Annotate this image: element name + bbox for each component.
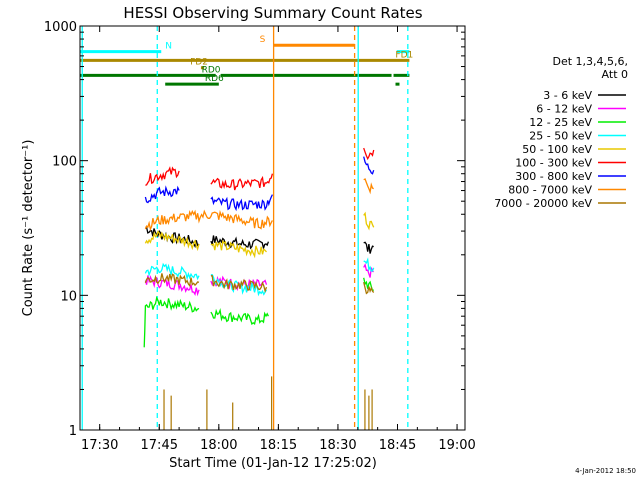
spikes-layer [163,376,373,430]
y-tick-label-2: 100 [52,155,77,170]
flag-label-s: S [260,35,266,45]
legend-header-0: Det 1,3,4,5,6, [552,55,628,68]
x-tick-label-5: 18:45 [379,438,416,453]
series-line-6-0 [144,185,180,204]
series-line-3-0 [144,262,200,281]
x-tick-label-1: 17:45 [141,438,178,453]
series-line-0-1 [210,235,270,251]
x-tick-label-0: 17:30 [81,438,118,453]
x-axis: 17:30 17:45 18:00 18:15 18:30 18:45 19:00 [81,26,476,453]
series-line-7-1 [363,178,374,195]
series-line-8-0 [144,273,200,288]
chart-title: HESSI Observing Summary Count Rates [123,4,422,22]
x-tick-label-3: 18:15 [260,438,297,453]
legend-label-3: 25 - 50 keV [529,130,592,143]
series-line-7-0 [144,209,273,232]
series-line-6-2 [363,156,375,175]
x-tick-label-4: 18:30 [319,438,356,453]
legend-header-1: Att 0 [602,68,628,81]
y-axis-label: Count Rate (s⁻¹ detector⁻¹) [21,140,36,317]
legend-label-6: 300 - 800 keV [515,170,592,183]
legend-label-5: 100 - 300 keV [515,157,592,170]
y-tick-label-0: 1 [69,424,77,439]
series-line-6-1 [210,194,273,212]
flag-label-n: N [165,42,172,52]
vlines-layer [81,26,409,430]
series-line-5-2 [363,147,375,161]
series-line-1-2 [363,262,374,278]
legend-label-0: 3 - 6 keV [543,89,592,102]
y-tick-label-1: 10 [60,289,77,304]
series-line-2-0 [143,295,200,348]
series-line-1-0 [144,275,200,297]
x-tick-label-6: 19:00 [438,438,475,453]
series-line-4-1 [210,239,267,259]
x-tick-label-2: 18:00 [200,438,237,453]
series-layer [143,147,375,348]
flag-label-fd1: FD1 [395,50,413,60]
footer-timestamp: 4-Jan-2012 18:50 [575,467,636,475]
series-line-0-0 [145,226,200,249]
legend-label-4: 50 - 100 keV [522,143,592,156]
legend-label-7: 800 - 7000 keV [508,184,592,197]
series-line-2-1 [210,307,269,326]
flag-label-rd6: RD6 [205,74,224,84]
legend-label-1: 6 - 12 keV [536,103,592,116]
legend-label-2: 12 - 25 keV [529,116,592,129]
series-line-0-2 [363,241,374,254]
series-line-5-1 [210,173,274,191]
x-axis-label: Start Time (01-Jan-12 17:25:02) [169,456,377,471]
series-line-4-0 [144,230,200,252]
flag-label-rd0: RD0 [202,65,221,75]
plot-frame [79,25,466,431]
y-tick-label-3: 1000 [44,20,77,35]
y-axis: 1 10 100 1000 [44,20,465,439]
series-line-8-2 [363,281,375,295]
series-line-4-2 [363,211,375,231]
series-line-8-1 [210,274,268,294]
series-line-3-2 [363,257,375,272]
flag-label-fd2: FD2 [190,58,208,68]
legend-label-8: 7000 - 20000 keV [494,197,592,210]
series-line-5-0 [145,166,180,186]
